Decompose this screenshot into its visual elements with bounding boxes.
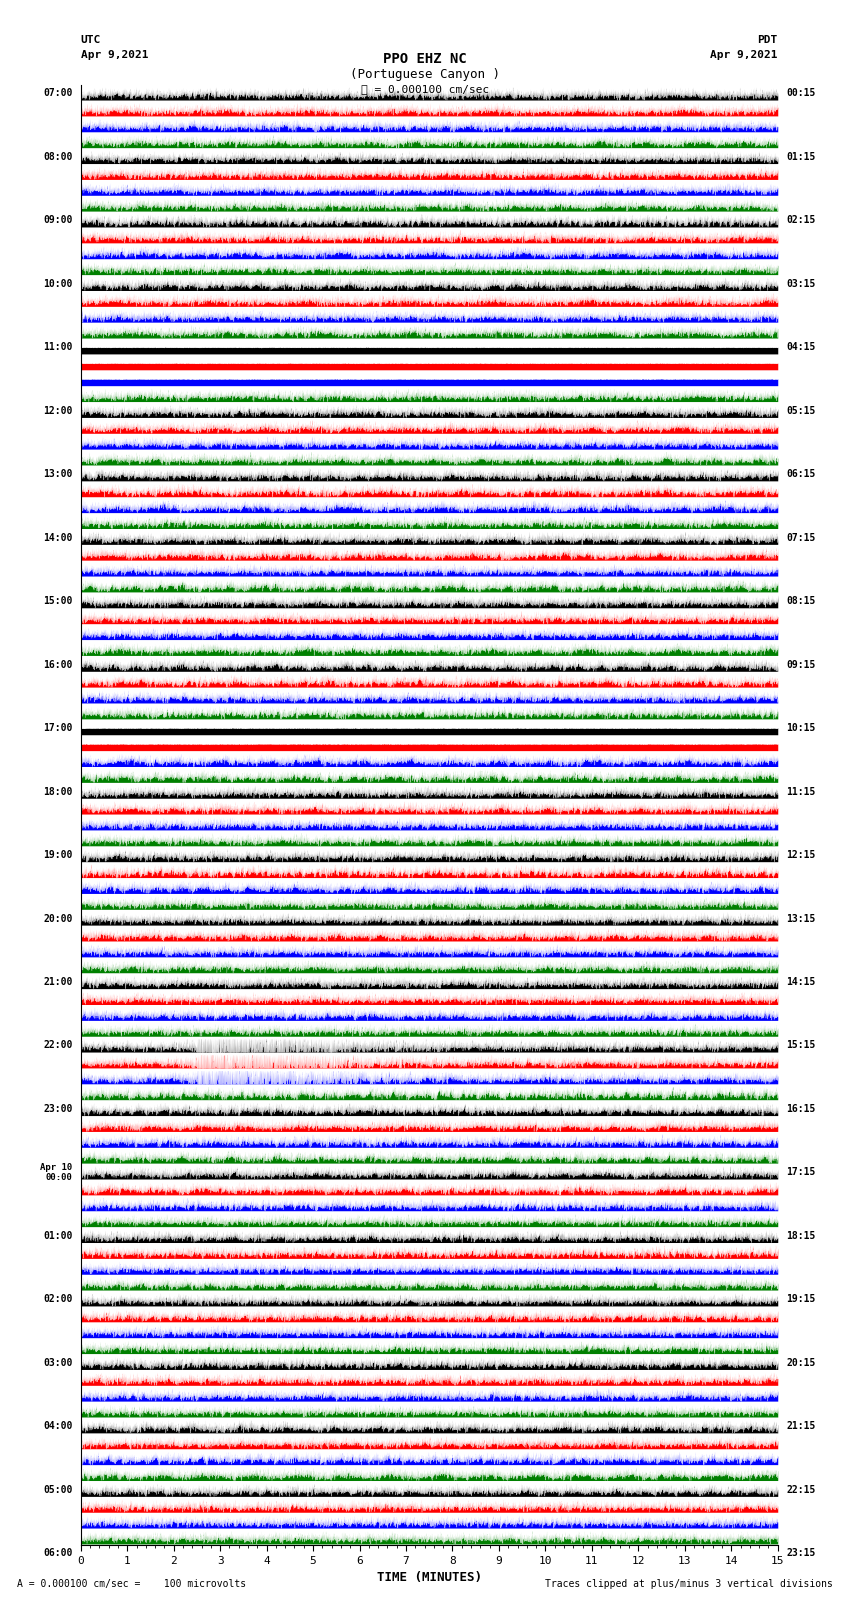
Text: PPO EHZ NC: PPO EHZ NC bbox=[383, 52, 467, 66]
Text: PDT: PDT bbox=[757, 35, 778, 45]
Text: 09:15: 09:15 bbox=[786, 660, 815, 669]
Text: 17:00: 17:00 bbox=[43, 723, 72, 732]
Text: 00:15: 00:15 bbox=[786, 89, 815, 98]
Text: 14:00: 14:00 bbox=[43, 532, 72, 542]
Text: 01:00: 01:00 bbox=[43, 1231, 72, 1240]
Text: 06:15: 06:15 bbox=[786, 469, 815, 479]
Text: 20:00: 20:00 bbox=[43, 913, 72, 924]
Text: 15:00: 15:00 bbox=[43, 597, 72, 606]
Text: 23:00: 23:00 bbox=[43, 1103, 72, 1115]
Text: 19:15: 19:15 bbox=[786, 1294, 815, 1305]
Text: 16:15: 16:15 bbox=[786, 1103, 815, 1115]
Text: 08:00: 08:00 bbox=[43, 152, 72, 161]
Text: UTC: UTC bbox=[81, 35, 101, 45]
Text: 08:15: 08:15 bbox=[786, 597, 815, 606]
Text: 20:15: 20:15 bbox=[786, 1358, 815, 1368]
Text: 02:00: 02:00 bbox=[43, 1294, 72, 1305]
Text: 13:00: 13:00 bbox=[43, 469, 72, 479]
Text: 13:15: 13:15 bbox=[786, 913, 815, 924]
X-axis label: TIME (MINUTES): TIME (MINUTES) bbox=[377, 1571, 482, 1584]
Text: 07:00: 07:00 bbox=[43, 89, 72, 98]
Text: Traces clipped at plus/minus 3 vertical divisions: Traces clipped at plus/minus 3 vertical … bbox=[545, 1579, 833, 1589]
Text: 23:15: 23:15 bbox=[786, 1548, 815, 1558]
Text: 18:00: 18:00 bbox=[43, 787, 72, 797]
Text: 03:00: 03:00 bbox=[43, 1358, 72, 1368]
Text: A = 0.000100 cm/sec =    100 microvolts: A = 0.000100 cm/sec = 100 microvolts bbox=[17, 1579, 246, 1589]
Text: 07:15: 07:15 bbox=[786, 532, 815, 542]
Text: 10:00: 10:00 bbox=[43, 279, 72, 289]
Text: 10:15: 10:15 bbox=[786, 723, 815, 732]
Text: 12:00: 12:00 bbox=[43, 406, 72, 416]
Text: 22:15: 22:15 bbox=[786, 1484, 815, 1495]
Text: 03:15: 03:15 bbox=[786, 279, 815, 289]
Text: 16:00: 16:00 bbox=[43, 660, 72, 669]
Text: 19:00: 19:00 bbox=[43, 850, 72, 860]
Text: 22:00: 22:00 bbox=[43, 1040, 72, 1050]
Text: 09:00: 09:00 bbox=[43, 216, 72, 226]
Text: 05:15: 05:15 bbox=[786, 406, 815, 416]
Text: 01:15: 01:15 bbox=[786, 152, 815, 161]
Text: 21:15: 21:15 bbox=[786, 1421, 815, 1431]
Text: 12:15: 12:15 bbox=[786, 850, 815, 860]
Text: 00:00: 00:00 bbox=[46, 1173, 72, 1182]
Text: 21:00: 21:00 bbox=[43, 977, 72, 987]
Text: 05:00: 05:00 bbox=[43, 1484, 72, 1495]
Text: 02:15: 02:15 bbox=[786, 216, 815, 226]
Text: 11:15: 11:15 bbox=[786, 787, 815, 797]
Text: 06:00: 06:00 bbox=[43, 1548, 72, 1558]
Text: 11:00: 11:00 bbox=[43, 342, 72, 352]
Text: 04:00: 04:00 bbox=[43, 1421, 72, 1431]
Text: ⏐ = 0.000100 cm/sec: ⏐ = 0.000100 cm/sec bbox=[361, 84, 489, 94]
Text: 04:15: 04:15 bbox=[786, 342, 815, 352]
Text: Apr 9,2021: Apr 9,2021 bbox=[81, 50, 148, 60]
Text: 15:15: 15:15 bbox=[786, 1040, 815, 1050]
Text: (Portuguese Canyon ): (Portuguese Canyon ) bbox=[350, 68, 500, 81]
Text: Apr 10: Apr 10 bbox=[40, 1163, 72, 1173]
Text: 14:15: 14:15 bbox=[786, 977, 815, 987]
Text: Apr 9,2021: Apr 9,2021 bbox=[711, 50, 778, 60]
Text: 18:15: 18:15 bbox=[786, 1231, 815, 1240]
Text: 17:15: 17:15 bbox=[786, 1168, 815, 1177]
